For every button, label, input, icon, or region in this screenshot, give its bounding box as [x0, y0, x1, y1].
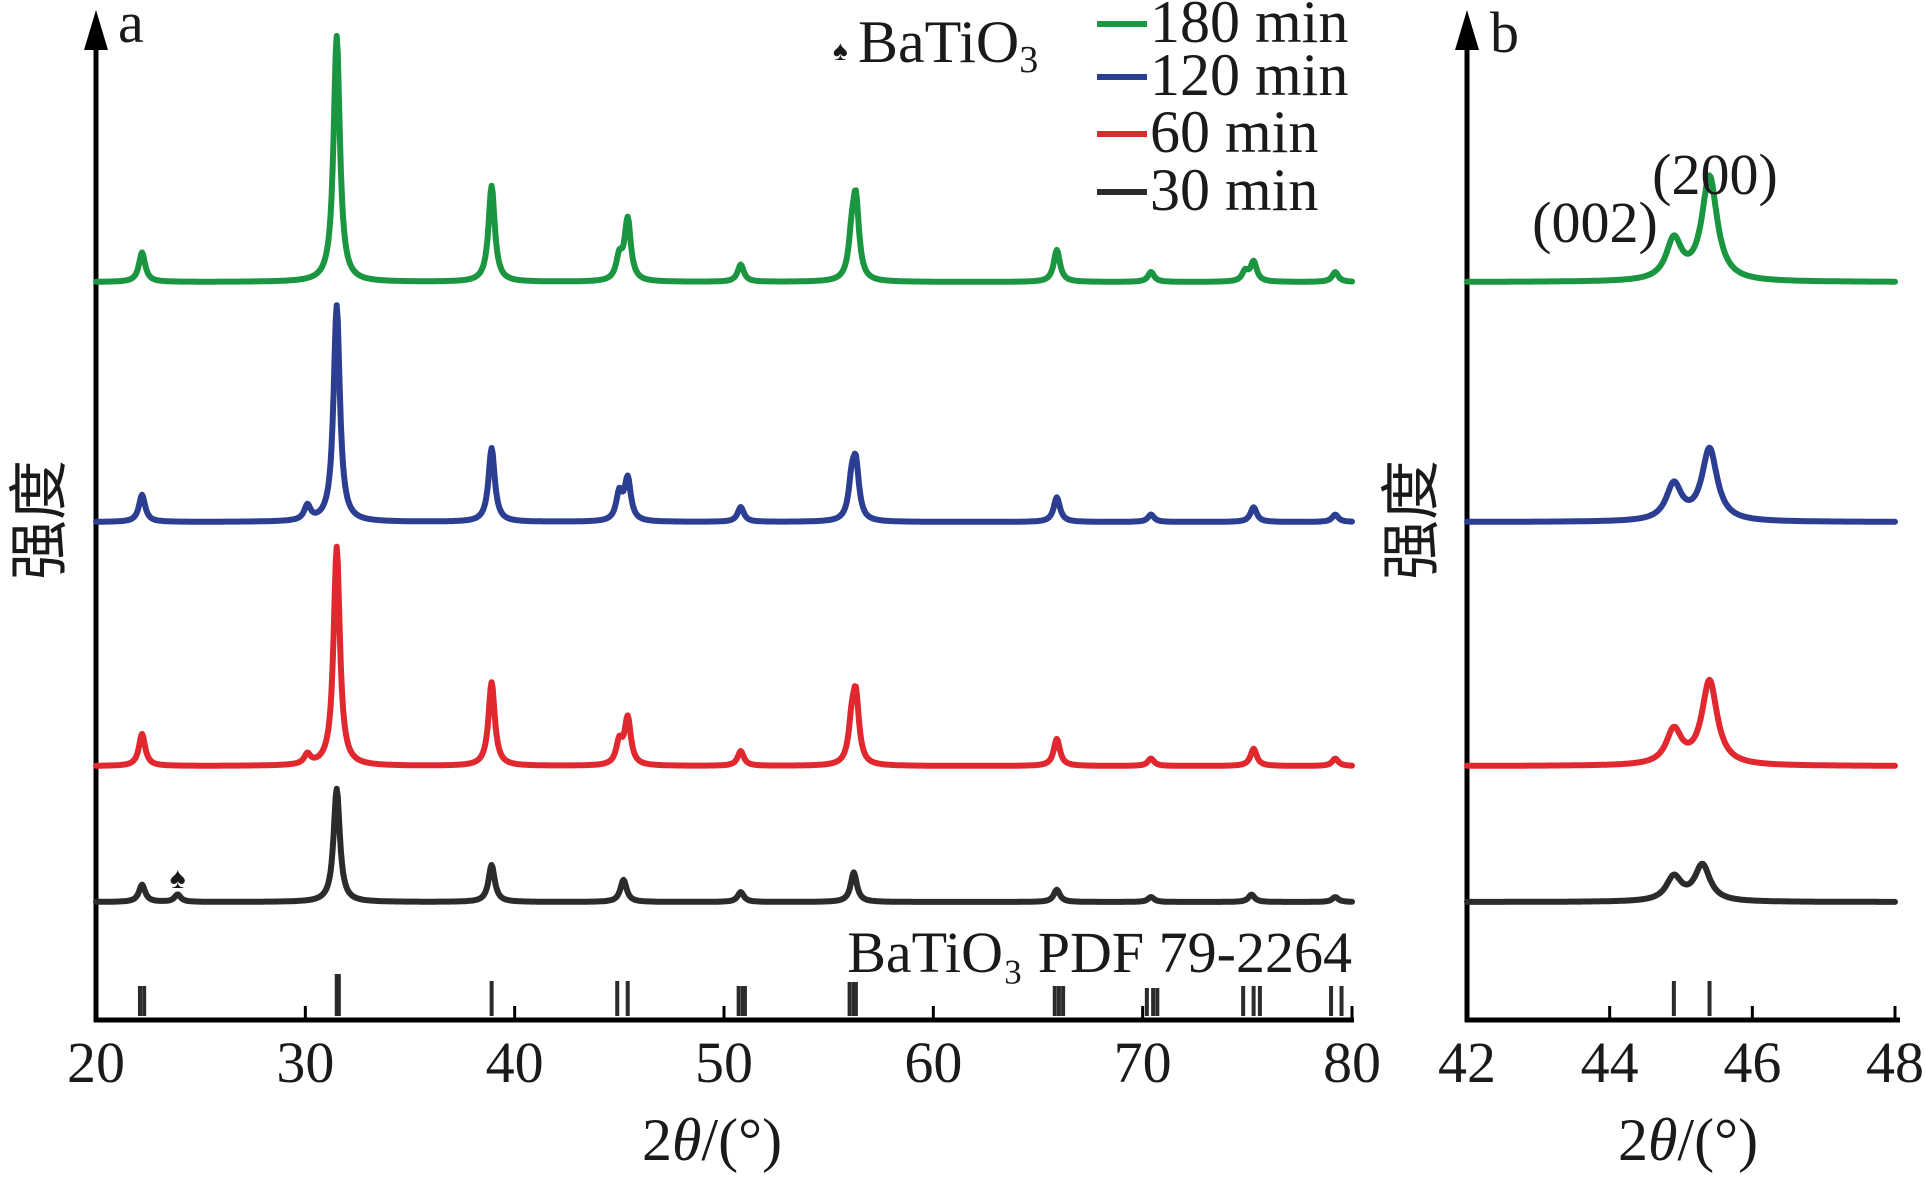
panel-b-traces: [1464, 172, 1898, 905]
x-tick-label: 80: [1323, 1030, 1381, 1095]
legend-label: 120 min: [1150, 42, 1348, 108]
trace-120-min: [93, 302, 1355, 525]
panel-b-label: b: [1490, 0, 1519, 65]
trace-60-min: [93, 543, 1355, 769]
x-tick-label: 46: [1723, 1030, 1781, 1095]
legend-label: 30 min: [1150, 157, 1318, 223]
legend-marker-label: BaTiO3: [858, 9, 1038, 81]
spade-marker: ♠: [170, 862, 186, 895]
panel-a-x-title: 2θ/(°): [642, 1107, 782, 1173]
panel-a-y-title: 强度: [7, 460, 73, 580]
x-tick-label: 60: [904, 1030, 962, 1095]
panel-b-x-title: 2θ/(°): [1618, 1107, 1758, 1173]
x-tick-label: 44: [1581, 1030, 1639, 1095]
panel-b-x-ticks: 42 44 46 48: [1438, 1006, 1924, 1095]
panel-b-annotations: (002)(200): [1532, 142, 1778, 255]
legend-label: 60 min: [1150, 99, 1318, 165]
panel-a: a 强度 20 30 40 50 60 70 80 2θ/(°) ♠ BaTiO₃ PDF …: [7, 0, 1381, 1173]
panel-a-y-arrow: [84, 10, 108, 50]
panel-b-y-title: 强度: [1379, 460, 1445, 580]
peak-annotation: (200): [1652, 142, 1778, 207]
panel-b-y-arrow: [1455, 10, 1479, 50]
x-tick-label: 48: [1866, 1030, 1924, 1095]
trace-180-min: [93, 32, 1355, 285]
x-tick-label: 70: [1114, 1030, 1172, 1095]
trace-30-min: [93, 785, 1355, 905]
panel-a-x-ticks: 20 30 40 50 60 70 80: [67, 1006, 1381, 1095]
trace-120-min: [1464, 444, 1898, 525]
panel-b-reference-pattern: [1671, 981, 1712, 1016]
x-tick-label: 42: [1438, 1030, 1496, 1095]
trace-180-min: [1464, 172, 1898, 285]
legend-marker-symbol: ♠: [833, 36, 848, 67]
panel-a-reference-label: BaTiO₃ PDF 79-2264: [847, 920, 1352, 985]
panel-a-reference-pattern: [137, 974, 1344, 1016]
legend-label: 180 min: [1150, 0, 1348, 55]
trace-30-min: [1464, 860, 1898, 905]
panel-a-traces: ♠: [93, 32, 1355, 905]
trace-60-min: [1464, 676, 1898, 769]
peak-annotation: (002): [1532, 190, 1658, 255]
x-tick-label: 40: [486, 1030, 544, 1095]
x-tick-label: 50: [695, 1030, 753, 1095]
panel-b: b 强度 42 44 46 48 2θ/(°) (002)(200): [1379, 0, 1924, 1173]
panel-a-label: a: [118, 0, 144, 55]
x-tick-label: 20: [67, 1030, 125, 1095]
x-tick-label: 30: [276, 1030, 334, 1095]
